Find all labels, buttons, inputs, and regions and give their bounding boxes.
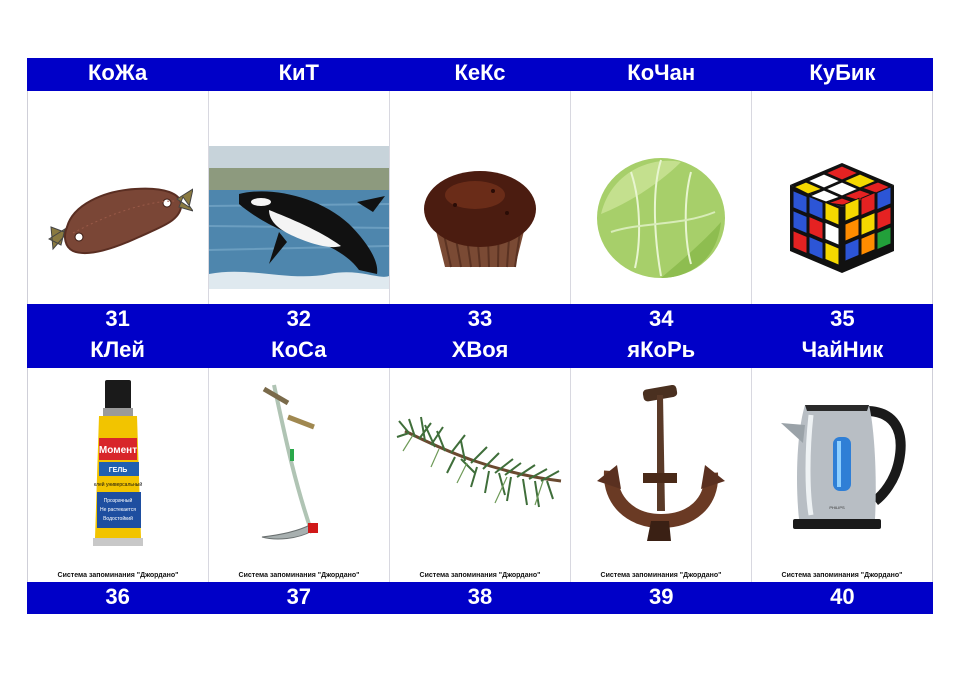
card-40: PHILIPS Система запоминания "Джордано" <box>751 368 933 582</box>
card-caption: Система запоминания "Джордано" <box>57 572 179 579</box>
card-number: 34 <box>648 306 674 331</box>
cupcake-image <box>390 91 570 343</box>
card-word: КоСа <box>271 337 327 362</box>
glue-type: клей универсальный <box>94 481 142 488</box>
card-number: 38 <box>467 584 493 609</box>
card-word: КоЧан <box>627 60 696 85</box>
glue-gel: ГЕЛЬ <box>109 467 128 474</box>
card-word: КуБик <box>809 60 876 85</box>
card-37: Система запоминания "Джордано" <box>208 368 389 582</box>
card-number: 40 <box>830 584 855 609</box>
card-39: Система запоминания "Джордано" <box>570 368 751 582</box>
rubiks-cube-image <box>752 91 932 343</box>
scythe-image <box>209 368 389 564</box>
header-band-row2: 31 32 33 34 35 КЛей КоСа ХВоя яКоРь ЧайН… <box>27 304 933 368</box>
card-number: 35 <box>830 306 855 331</box>
card-word: КоЖа <box>87 60 148 85</box>
glue-brand: Момент <box>99 445 137 456</box>
glue-tube-image: Момент ГЕЛЬ клей универсальный Прозрачны… <box>28 368 208 564</box>
glue-feature-2: Не растекается <box>100 507 136 513</box>
glue-feature-1: Прозрачный <box>104 497 133 504</box>
card-36: Момент ГЕЛЬ клей универсальный Прозрачны… <box>27 368 208 582</box>
kettle-image: PHILIPS <box>752 368 932 564</box>
card-number: 39 <box>648 584 674 609</box>
card-33: Система запоминания "Джордано" <box>389 91 570 361</box>
card-38: Система запоминания "Джордано" <box>389 368 570 582</box>
card-word: яКоРь <box>627 337 696 362</box>
card-caption: Система запоминания "Джордано" <box>238 572 360 579</box>
pine-branch-image <box>390 368 570 564</box>
card-sheet: КоЖа КиТ КеКс КоЧан КуБик Система запоми… <box>27 58 933 614</box>
card-number: 33 <box>467 306 493 331</box>
card-number: 36 <box>105 584 130 609</box>
footer-band: 36 37 38 39 40 <box>27 582 933 614</box>
glue-feature-3: Водостойкий <box>103 515 133 522</box>
card-caption: Система запоминания "Джордано" <box>781 572 903 579</box>
card-number: 31 <box>105 306 130 331</box>
card-word: ЧайНик <box>801 337 884 362</box>
card-caption: Система запоминания "Джордано" <box>419 572 541 579</box>
card-word: КЛей <box>90 337 145 362</box>
orca-whale-image <box>209 91 389 343</box>
card-word: КиТ <box>278 60 319 85</box>
card-row-1: Система запоминания "Джордано" Система з… <box>27 91 933 361</box>
kettle-brand: PHILIPS <box>829 505 845 510</box>
card-number: 37 <box>286 584 312 609</box>
card-row-2: Момент ГЕЛЬ клей универсальный Прозрачны… <box>27 368 933 582</box>
cabbage-image <box>571 91 751 343</box>
leather-patch-image <box>28 91 208 343</box>
card-caption: Система запоминания "Джордано" <box>600 572 722 579</box>
header-band-row1: КоЖа КиТ КеКс КоЧан КуБик <box>27 58 933 91</box>
card-word: КеКс <box>454 60 506 85</box>
anchor-image <box>571 368 751 564</box>
card-number: 32 <box>286 306 312 331</box>
card-word: ХВоя <box>451 337 509 362</box>
